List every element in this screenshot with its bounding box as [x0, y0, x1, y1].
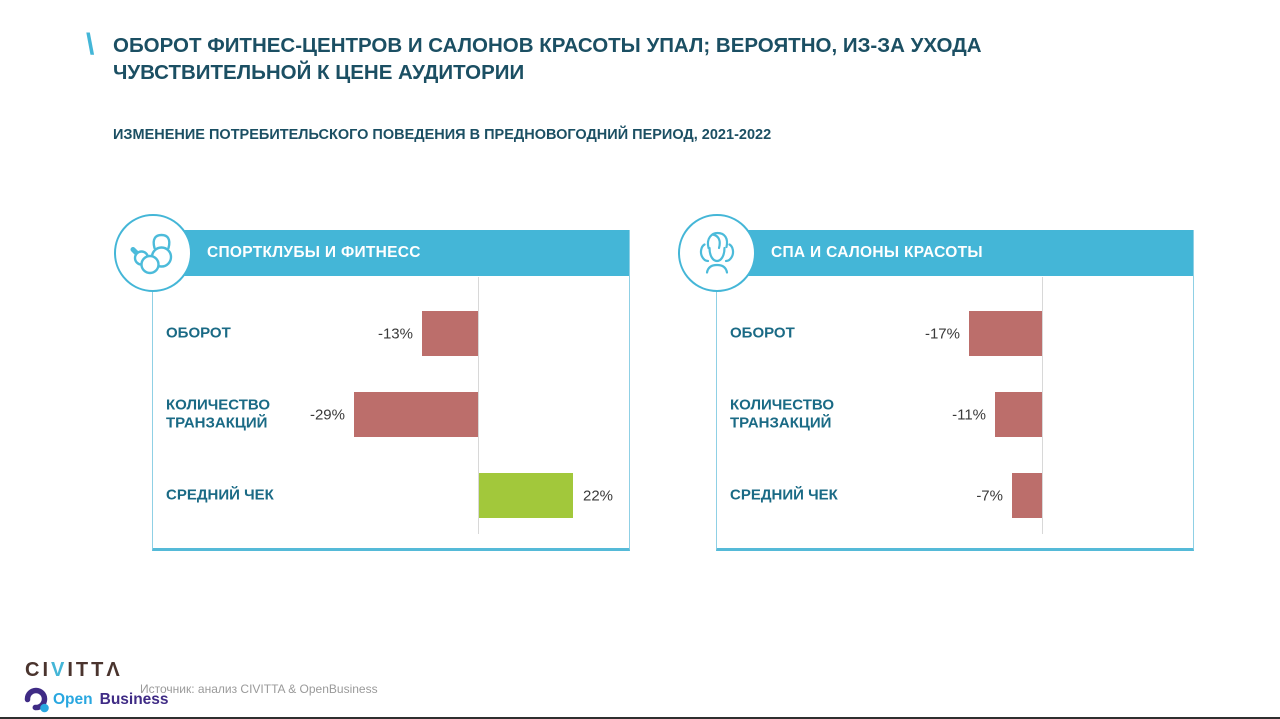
fitness-chart-title: СПОРТКЛУБЫ И ФИТНЕСС [207, 244, 421, 261]
bar-value-label: 22% [583, 487, 614, 504]
page-title: ОБОРОТ ФИТНЕС-ЦЕНТРОВ И САЛОНОВ КРАСОТЫ … [113, 34, 982, 84]
fitness-kettlebell-icon [114, 214, 192, 292]
bar-value-label: -17% [924, 325, 960, 342]
spa-chart-body: ОБОРОТ -17% КОЛИЧЕСТВО ТРАНЗАКЦИЙ -11% СРЕДН… [717, 276, 1193, 551]
fitness-chart-card: СПОРТКЛУБЫ И ФИТНЕСС ОБОРОТ -13% КОЛИЧЕСТВ… [114, 214, 630, 551]
category-label: ОБОРОТ [730, 324, 795, 342]
civitta-logo-tta: ITTΛ [67, 659, 123, 681]
page-subtitle: ИЗМЕНЕНИЕ ПОТРЕБИТЕЛЬСКОГО ПОВЕДЕНИЯ В П… [113, 127, 772, 143]
bar-negative [969, 311, 1042, 356]
baseline-axis [1042, 277, 1043, 534]
category-label: КОЛИЧЕСТВО ТРАНЗАКЦИЙ [166, 395, 271, 432]
civitta-logo-text: CI [25, 659, 51, 681]
bar-negative [1012, 473, 1042, 518]
spa-chart-title: СПА И САЛОНЫ КРАСОТЫ [771, 244, 983, 261]
slide-bottom-border [0, 717, 1280, 719]
fitness-chart-body: ОБОРОТ -13% КОЛИЧЕСТВО ТРАНЗАКЦИЙ -29% СРЕДН… [153, 276, 629, 551]
baseline-axis [478, 277, 479, 534]
category-label: СРЕДНИЙ ЧЕК [166, 486, 274, 504]
openbusiness-business-text: Business [99, 691, 169, 708]
source-note: Источник: анализ CIVITTA & OpenBusiness [140, 682, 378, 696]
spa-chart-header: СПА И САЛОНЫ КРАСОТЫ [717, 230, 1193, 276]
bar-value-label: -11% [952, 406, 986, 423]
bar-value-label: -29% [309, 406, 345, 423]
openbusiness-open-text: Open [53, 691, 93, 708]
bar-value-label: -13% [377, 325, 413, 342]
openbusiness-ring-icon [24, 687, 49, 713]
bar-negative [422, 311, 478, 356]
bar-value-label: -7% [976, 487, 1003, 504]
spa-face-massage-icon [678, 214, 756, 292]
category-label: КОЛИЧЕСТВО ТРАНЗАКЦИЙ [730, 395, 835, 432]
bar-positive [479, 473, 573, 518]
openbusiness-logo: Open Business [24, 687, 169, 713]
title-accent-slash: \ [86, 28, 95, 61]
spa-chart-card: СПА И САЛОНЫ КРАСОТЫ ОБОРОТ -17% КОЛИЧЕСТВ… [678, 214, 1194, 551]
bar-negative [995, 392, 1042, 437]
bar-negative [354, 392, 478, 437]
category-label: ОБОРОТ [166, 324, 231, 342]
fitness-chart-header: СПОРТКЛУБЫ И ФИТНЕСС [153, 230, 629, 276]
civitta-logo: CIVITTΛ [25, 660, 123, 680]
category-label: СРЕДНИЙ ЧЕК [730, 486, 838, 504]
civitta-logo-v: V [51, 659, 68, 681]
